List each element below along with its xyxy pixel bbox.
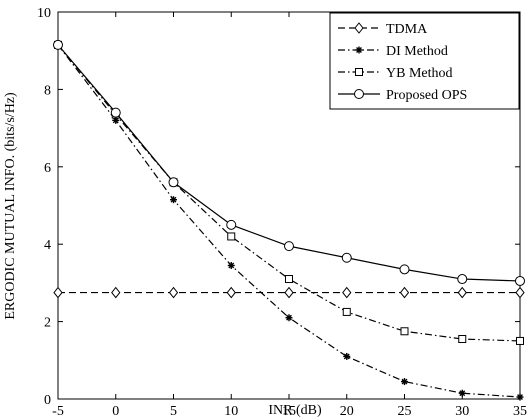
x-tick-label: 5 <box>170 404 177 417</box>
diamond-marker <box>284 286 294 299</box>
diamond-marker <box>354 22 364 34</box>
square-marker <box>355 68 363 76</box>
series-layer <box>53 39 525 401</box>
circle-marker <box>226 219 237 230</box>
series-tdma <box>53 286 525 299</box>
diamond-marker <box>111 286 121 299</box>
circle-marker <box>168 177 179 188</box>
diamond-marker <box>515 286 525 299</box>
diamond-marker <box>399 286 410 299</box>
circle-marker <box>53 39 63 50</box>
x-tick-label: -5 <box>52 404 64 417</box>
x-tick-label: 25 <box>398 404 412 417</box>
y-tick-label: 4 <box>44 238 51 253</box>
legend-label: TDMA <box>386 22 428 37</box>
x-axis-label: INR (dB) <box>268 403 322 417</box>
asterisk-marker <box>343 352 351 360</box>
x-axis: -5 0 5 10 15 20 25 30 35 <box>52 12 527 417</box>
diamond-marker <box>457 286 467 299</box>
x-tick-label: 20 <box>340 404 354 417</box>
square-marker <box>227 232 236 241</box>
diamond-marker <box>226 286 236 299</box>
circle-marker <box>284 241 294 252</box>
y-tick-label: 8 <box>44 83 51 98</box>
asterisk-marker <box>227 261 235 269</box>
diamond-marker <box>168 286 179 299</box>
y-tick-label: 6 <box>44 161 51 176</box>
square-marker <box>400 327 409 336</box>
series-proposed-ops <box>53 39 525 286</box>
asterisk-marker <box>355 46 363 54</box>
circle-marker <box>399 264 410 275</box>
x-tick-label: 30 <box>455 404 469 417</box>
legend-label: DI Method <box>386 44 448 59</box>
y-tick-label: 0 <box>44 393 51 408</box>
legend-item: DI Method <box>338 44 448 59</box>
circle-marker <box>457 274 468 285</box>
legend-item: YB Method <box>338 66 453 81</box>
circle-marker <box>341 252 352 263</box>
diamond-marker <box>342 286 352 299</box>
x-tick-label: 0 <box>112 404 119 417</box>
circle-marker <box>110 107 121 118</box>
square-marker <box>342 307 351 316</box>
legend-label: Proposed OPS <box>386 88 467 103</box>
asterisk-marker <box>285 314 293 322</box>
asterisk-marker <box>170 196 177 204</box>
legend-item: Proposed OPS <box>338 88 467 103</box>
y-axis: 0 2 4 6 8 10 <box>37 6 520 408</box>
legend-item: TDMA <box>338 22 428 37</box>
y-tick-label: 10 <box>37 6 51 21</box>
diamond-marker <box>53 286 63 299</box>
circle-marker <box>515 275 525 286</box>
asterisk-marker <box>401 378 408 386</box>
x-tick-label: 35 <box>513 404 527 417</box>
square-marker <box>516 336 524 345</box>
y-axis-label: ERGODIC MUTUAL INFO. (bits/s/Hz) <box>3 92 18 320</box>
x-tick-label: 10 <box>224 404 238 417</box>
asterisk-marker <box>458 389 466 397</box>
y-tick-label: 2 <box>44 316 51 331</box>
x-tick-label: 15 <box>282 404 296 417</box>
legend-label: YB Method <box>386 66 453 81</box>
square-marker <box>285 275 293 284</box>
circle-marker <box>354 89 364 99</box>
square-marker <box>458 335 467 344</box>
legend: TDMA DI Method YB Method Proposed OPS <box>329 12 520 110</box>
asterisk-marker <box>516 393 524 401</box>
